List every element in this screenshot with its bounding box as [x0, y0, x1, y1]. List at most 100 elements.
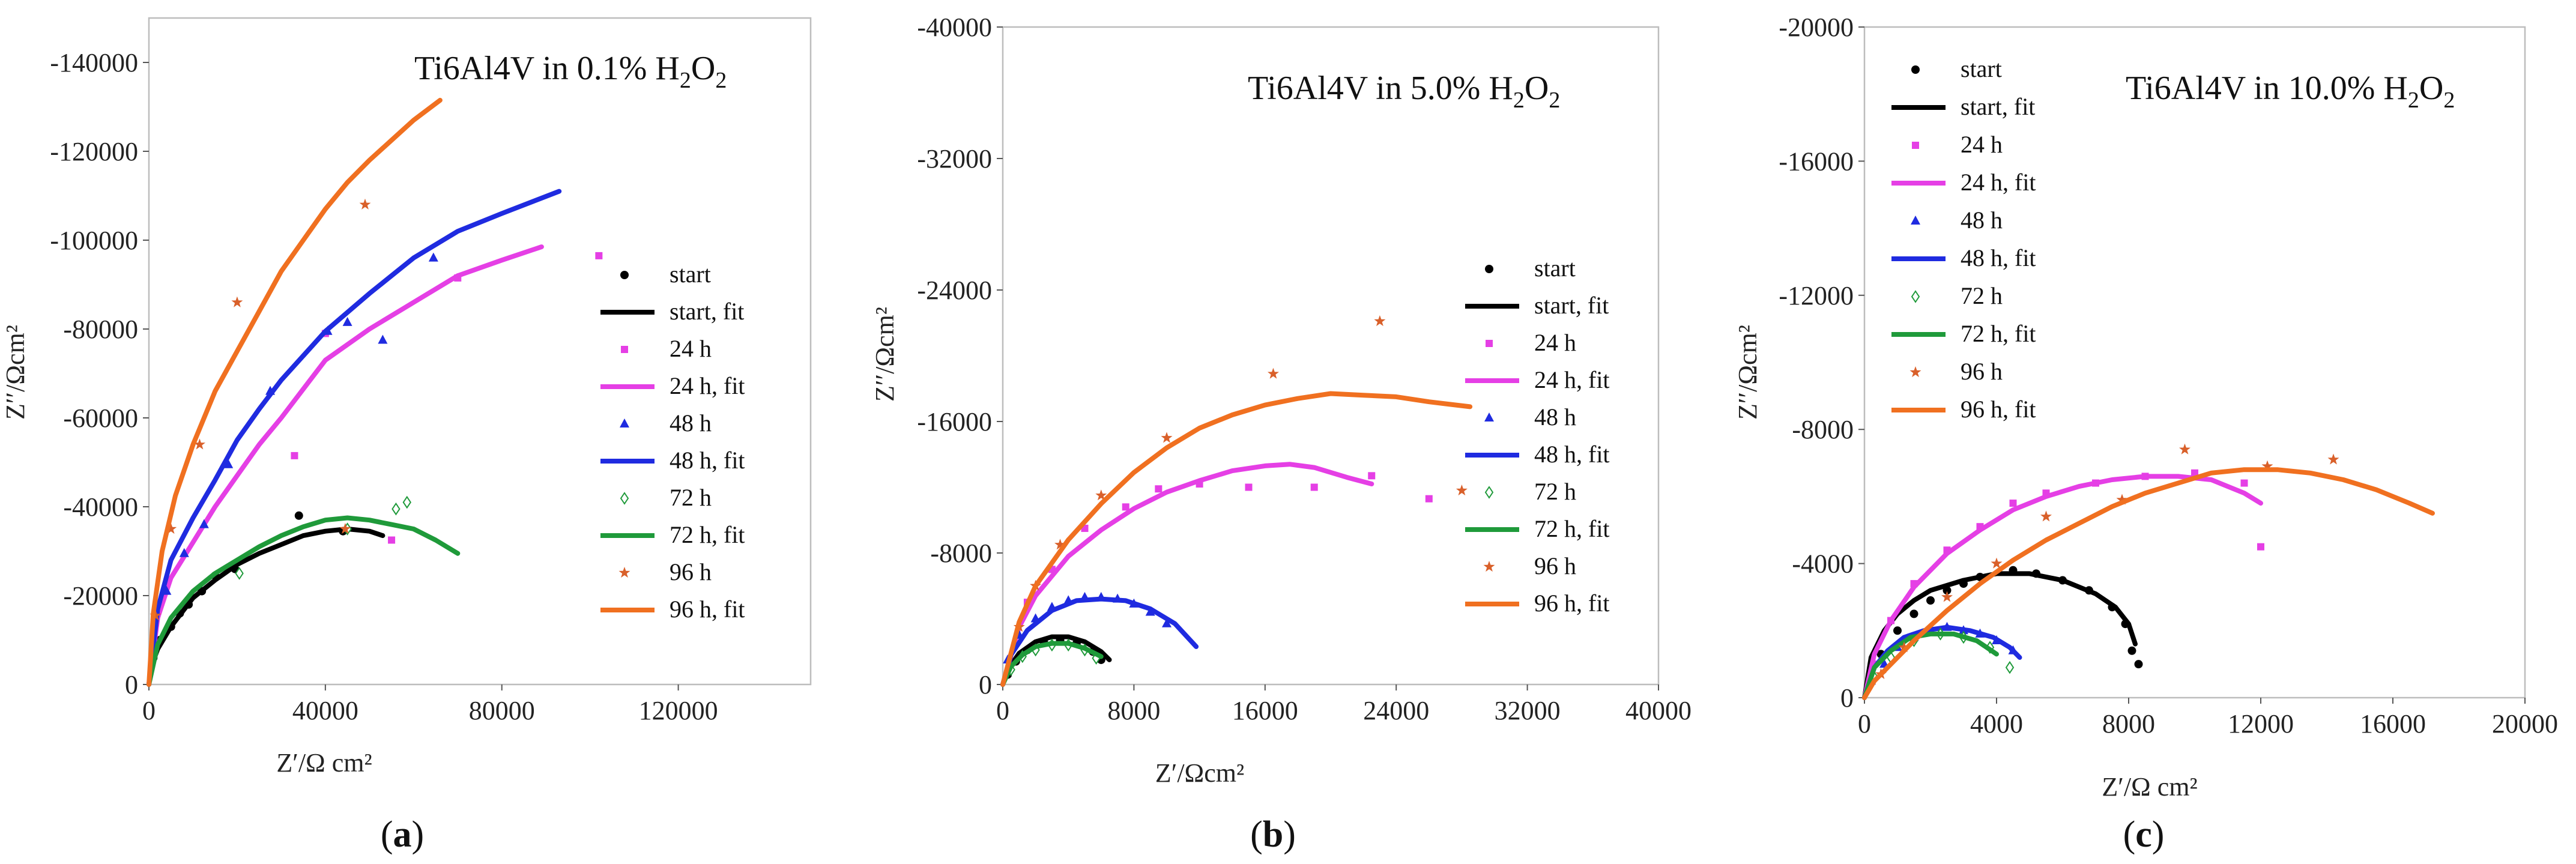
- panel-label: (a): [381, 814, 424, 855]
- y-tick-label: -16000: [917, 407, 992, 437]
- y-tick-label: -80000: [63, 315, 138, 344]
- legend-label: 48 h: [670, 409, 712, 437]
- fit-line: [1000, 641, 1104, 687]
- plot-frame: [148, 17, 812, 686]
- x-tick-label: 0: [996, 696, 1009, 725]
- y-tick-label: -140000: [50, 48, 138, 77]
- legend-label: 48 h: [1534, 403, 1576, 430]
- data-point: [1926, 596, 1935, 605]
- x-tick-label: 24000: [1363, 696, 1429, 725]
- data-point: [1898, 641, 1910, 653]
- series-48-h: [162, 252, 438, 595]
- legend-item: start, fit: [1891, 93, 2035, 120]
- data-point: [223, 459, 234, 468]
- x-tick-label: 40000: [292, 696, 358, 725]
- legend-item: start: [620, 261, 711, 288]
- x-tick-label: 8000: [1107, 696, 1160, 725]
- chart-title: Ti6Al4V in 0.1% H2O2: [414, 50, 727, 93]
- data-point: [2257, 543, 2264, 551]
- x-tick-label: 12000: [2228, 709, 2294, 739]
- legend-item: 48 h: [1484, 403, 1576, 430]
- legend-label: 96 h, fit: [1534, 590, 1610, 617]
- y-tick-label: -32000: [917, 144, 992, 174]
- legend-item: 48 h, fit: [1465, 441, 1610, 468]
- data-point: [194, 438, 205, 450]
- legend-marker-swatch: [1485, 265, 1493, 273]
- data-point: [1310, 483, 1318, 491]
- legend-item: 96 h: [1909, 358, 2003, 385]
- data-point: [1245, 483, 1253, 491]
- y-tick-label: -8000: [930, 539, 992, 568]
- legend-item: 72 h, fit: [1465, 515, 1610, 542]
- legend-label: 72 h, fit: [670, 521, 745, 548]
- legend-marker-swatch: [1484, 486, 1494, 499]
- legend-label: 96 h: [1534, 552, 1576, 579]
- legend-item: 72 h: [620, 484, 712, 511]
- data-point: [1368, 472, 1376, 480]
- data-point: [388, 536, 396, 544]
- y-tick-label: 0: [979, 670, 992, 699]
- legend-label: 72 h, fit: [1534, 515, 1610, 542]
- legend-label: 24 h, fit: [670, 372, 745, 399]
- data-point: [595, 252, 603, 259]
- legend-label: 72 h: [1961, 282, 2003, 309]
- axis-ticks: 0 40000 80000 120000 0 -20000 -40000 -60000 -800…: [50, 48, 718, 725]
- x-axis-title: Z′/Ωcm²: [1155, 758, 1244, 788]
- series-48-h-fit: [1000, 596, 1199, 687]
- y-tick-label: 0: [125, 670, 138, 699]
- fit-line: [1000, 462, 1374, 687]
- legend-marker-swatch: [620, 492, 629, 505]
- legend-label: 96 h, fit: [670, 596, 745, 623]
- legend-label: 24 h: [670, 335, 712, 362]
- axis-ticks: 0 8000 16000 24000 32000 40000 0 -8000 -16000 -24…: [917, 13, 1692, 725]
- legend-marker-swatch: [621, 346, 628, 353]
- legend-marker-swatch: [1909, 366, 1921, 378]
- data-point: [392, 502, 401, 516]
- x-tick-label: 8000: [2102, 709, 2155, 739]
- y-tick-label: -20000: [63, 581, 138, 611]
- legend-marker-swatch: [620, 418, 629, 427]
- fit-line: [147, 97, 443, 687]
- data-point: [165, 523, 177, 534]
- legend-marker-swatch: [1483, 561, 1495, 572]
- legend-item: start: [1485, 255, 1576, 282]
- legend-item: 48 h: [620, 409, 712, 437]
- series-96-h-fit: [147, 97, 443, 687]
- plot-frame: [1002, 26, 1660, 686]
- y-axis-title: Z′′/Ωcm²: [1733, 325, 1762, 420]
- legend-label: 48 h, fit: [1534, 441, 1610, 468]
- x-tick-label: 32000: [1495, 696, 1561, 725]
- data-point: [428, 252, 438, 262]
- series-24-h-fit: [147, 244, 544, 687]
- data-point: [1054, 539, 1066, 550]
- legend-marker-swatch: [1911, 290, 1920, 303]
- data-point: [1893, 626, 1902, 635]
- data-point: [402, 495, 411, 509]
- data-point: [342, 316, 352, 326]
- legend-label: 72 h: [670, 484, 712, 511]
- data-point: [291, 452, 298, 459]
- chart-panel-a: 0 40000 80000 120000 0 -20000 -40000 -60000 -800…: [1, 17, 812, 855]
- series-layer: [1000, 315, 1473, 687]
- legend-item: 72 h: [1484, 478, 1576, 505]
- y-tick-label: -40000: [63, 492, 138, 522]
- y-tick-label: -24000: [917, 276, 992, 305]
- data-point: [231, 296, 243, 307]
- legend-label: 24 h: [1534, 329, 1576, 356]
- legend-item: 24 h, fit: [1891, 169, 2036, 196]
- legend-item: 24 h, fit: [1465, 366, 1610, 393]
- legend-item: start: [1911, 55, 2002, 82]
- fit-line: [1000, 391, 1473, 687]
- legend-item: 96 h, fit: [1891, 396, 2036, 423]
- y-tick-label: -12000: [1779, 281, 1854, 310]
- legend-marker-swatch: [620, 271, 629, 279]
- fit-line: [147, 244, 544, 687]
- data-point: [1267, 367, 1279, 379]
- y-tick-label: 0: [1840, 683, 1854, 713]
- series-48-h-fit: [147, 189, 562, 687]
- legend-item: 48 h: [1911, 207, 2003, 234]
- legend-marker-swatch: [1911, 65, 1920, 74]
- panel-label: (c): [2123, 814, 2165, 855]
- y-tick-label: -16000: [1779, 147, 1854, 176]
- legend-item: 24 h: [1912, 131, 2003, 158]
